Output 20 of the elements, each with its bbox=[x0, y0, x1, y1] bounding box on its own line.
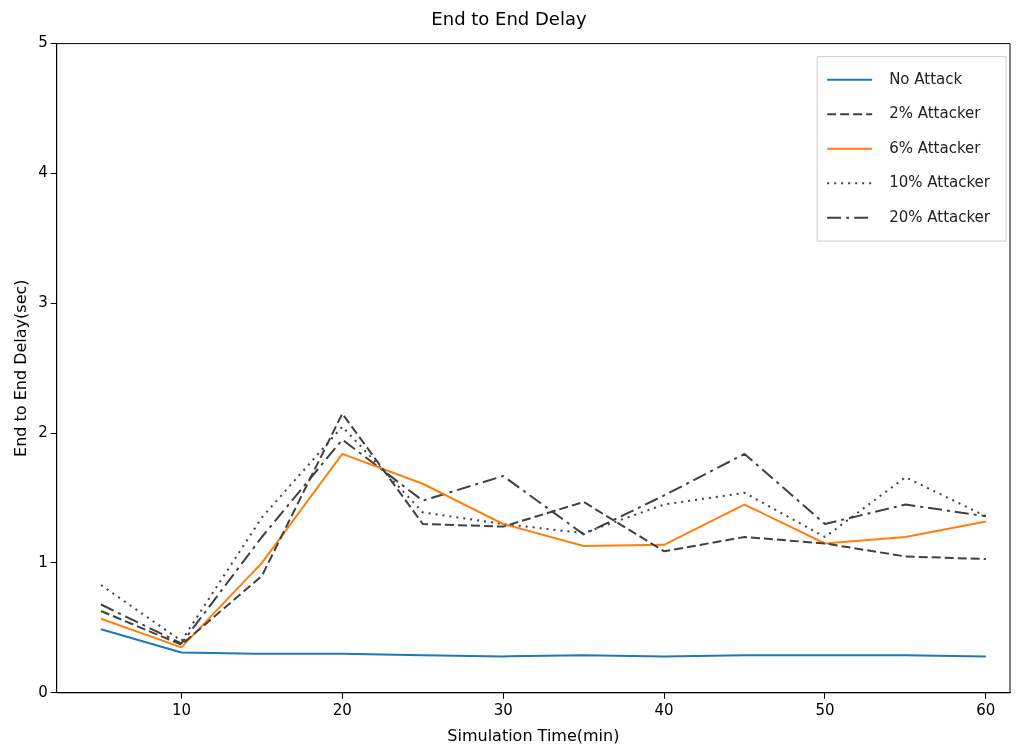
legend-label: 20% Attacker bbox=[889, 207, 991, 226]
y-tick-label: 3 bbox=[38, 293, 48, 312]
x-tick-label: 60 bbox=[976, 700, 996, 719]
y-axis-title: End to End Delay(sec) bbox=[10, 279, 30, 457]
chart-title: End to End Delay bbox=[431, 8, 587, 30]
x-tick-label: 30 bbox=[493, 700, 513, 719]
legend-label: 2% Attacker bbox=[889, 104, 982, 123]
x-tick-label: 10 bbox=[171, 700, 191, 719]
legend-label: 10% Attacker bbox=[889, 173, 991, 192]
y-tick-label: 0 bbox=[38, 682, 48, 701]
x-tick-label: 50 bbox=[815, 700, 835, 719]
y-tick-label: 5 bbox=[38, 33, 48, 52]
y-tick-label: 1 bbox=[38, 552, 48, 571]
y-tick-label: 4 bbox=[38, 163, 48, 182]
legend-label: No Attack bbox=[889, 69, 963, 88]
x-tick-label: 40 bbox=[654, 700, 674, 719]
x-tick-label: 20 bbox=[332, 700, 352, 719]
legend-label: 6% Attacker bbox=[889, 138, 982, 157]
y-tick-label: 2 bbox=[38, 423, 48, 442]
x-axis-title: Simulation Time(min) bbox=[447, 725, 620, 745]
